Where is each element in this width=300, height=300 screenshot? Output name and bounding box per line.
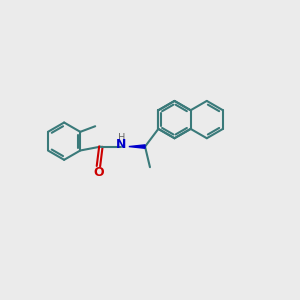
Text: N: N [116,138,127,151]
Text: H: H [118,133,125,143]
Polygon shape [129,145,145,148]
Text: O: O [93,166,104,178]
